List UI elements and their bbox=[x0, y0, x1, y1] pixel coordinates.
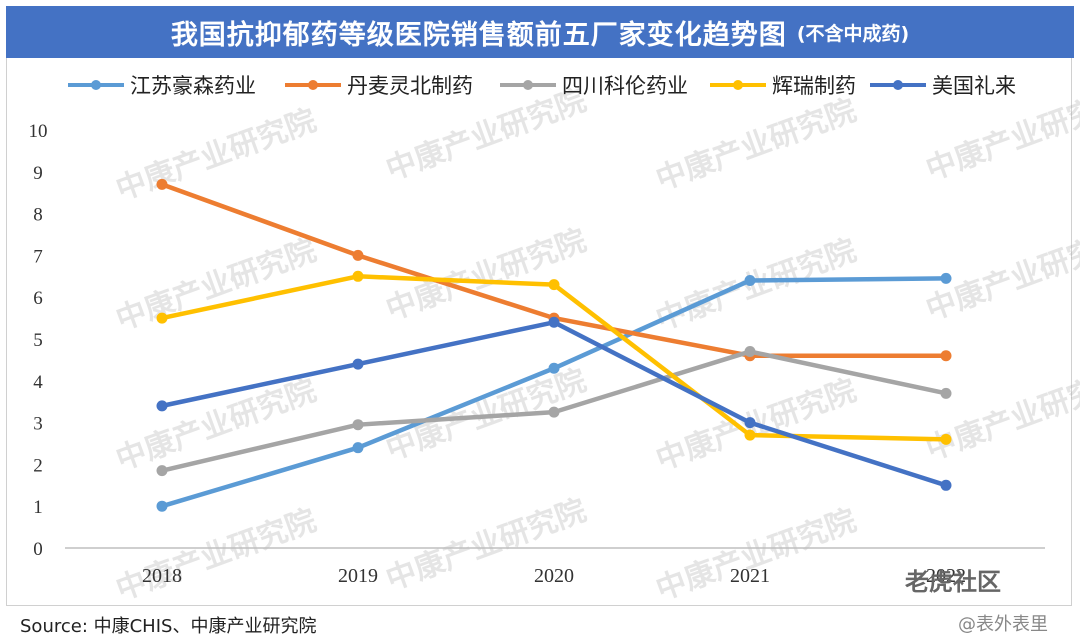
legend-swatch-marker bbox=[308, 80, 318, 90]
data-point bbox=[940, 272, 952, 284]
chart-title: 我国抗抑郁药等级医院销售额前五厂家变化趋势图 bbox=[170, 19, 787, 51]
data-point bbox=[352, 358, 364, 370]
data-point bbox=[156, 500, 168, 512]
y-tick-label: 2 bbox=[33, 455, 43, 476]
legend-label: 丹麦灵北制药 bbox=[347, 74, 473, 98]
data-point bbox=[940, 387, 952, 399]
data-point bbox=[156, 312, 168, 324]
series-line bbox=[161, 320, 947, 488]
chart-subtitle: (不含中成药) bbox=[796, 22, 910, 45]
data-point bbox=[548, 406, 560, 418]
data-point bbox=[156, 465, 168, 477]
data-point bbox=[548, 362, 560, 374]
corner-badge: 老虎社区 bbox=[905, 568, 1001, 596]
x-tick-label: 2020 bbox=[534, 565, 574, 587]
data-point bbox=[744, 346, 756, 358]
x-tick-label: 2018 bbox=[142, 565, 182, 587]
data-point bbox=[352, 270, 364, 282]
y-tick-label: 9 bbox=[33, 163, 43, 184]
series-line bbox=[161, 276, 947, 509]
x-tick-label: 2022 bbox=[926, 565, 966, 587]
y-tick-label: 8 bbox=[33, 205, 43, 226]
legend-label: 辉瑞制药 bbox=[772, 74, 856, 98]
data-point bbox=[744, 417, 756, 429]
legend-label: 美国礼来 bbox=[932, 74, 1016, 98]
corner-credit: @表外表里 bbox=[958, 614, 1048, 635]
chart-title-bar: 我国抗抑郁药等级医院销售额前五厂家变化趋势图 (不含中成药) bbox=[6, 6, 1074, 58]
y-tick-label: 5 bbox=[33, 330, 43, 351]
y-tick-label: 4 bbox=[33, 372, 43, 393]
data-point bbox=[352, 419, 364, 431]
y-tick-label: 6 bbox=[33, 288, 43, 309]
data-point bbox=[940, 479, 952, 491]
data-point bbox=[940, 433, 952, 445]
x-tick-label: 2019 bbox=[338, 565, 378, 587]
legend-label: 江苏豪森药业 bbox=[130, 74, 256, 98]
data-point bbox=[744, 274, 756, 286]
legend-swatch-marker bbox=[733, 80, 743, 90]
y-tick-label: 3 bbox=[33, 414, 43, 435]
legend-swatch-marker bbox=[523, 80, 533, 90]
series-line bbox=[161, 182, 946, 358]
y-tick-label: 1 bbox=[33, 497, 43, 518]
data-point bbox=[548, 279, 560, 291]
data-point bbox=[352, 442, 364, 454]
legend-swatch-marker bbox=[893, 80, 903, 90]
data-point bbox=[548, 316, 560, 328]
legend-swatch-marker bbox=[91, 80, 101, 90]
data-point bbox=[352, 249, 364, 261]
x-tick-label: 2021 bbox=[730, 565, 770, 587]
y-tick-label: 10 bbox=[29, 121, 48, 142]
source-note: Source: 中康CHIS、中康产业研究院 bbox=[20, 616, 317, 637]
y-tick-label: 0 bbox=[33, 539, 43, 560]
data-point bbox=[744, 429, 756, 441]
legend-label: 四川科伦药业 bbox=[562, 74, 688, 98]
y-tick-label: 7 bbox=[33, 246, 43, 267]
data-point bbox=[940, 350, 952, 362]
data-point bbox=[156, 400, 168, 412]
data-point bbox=[156, 178, 168, 190]
chart-frame bbox=[6, 58, 1072, 606]
